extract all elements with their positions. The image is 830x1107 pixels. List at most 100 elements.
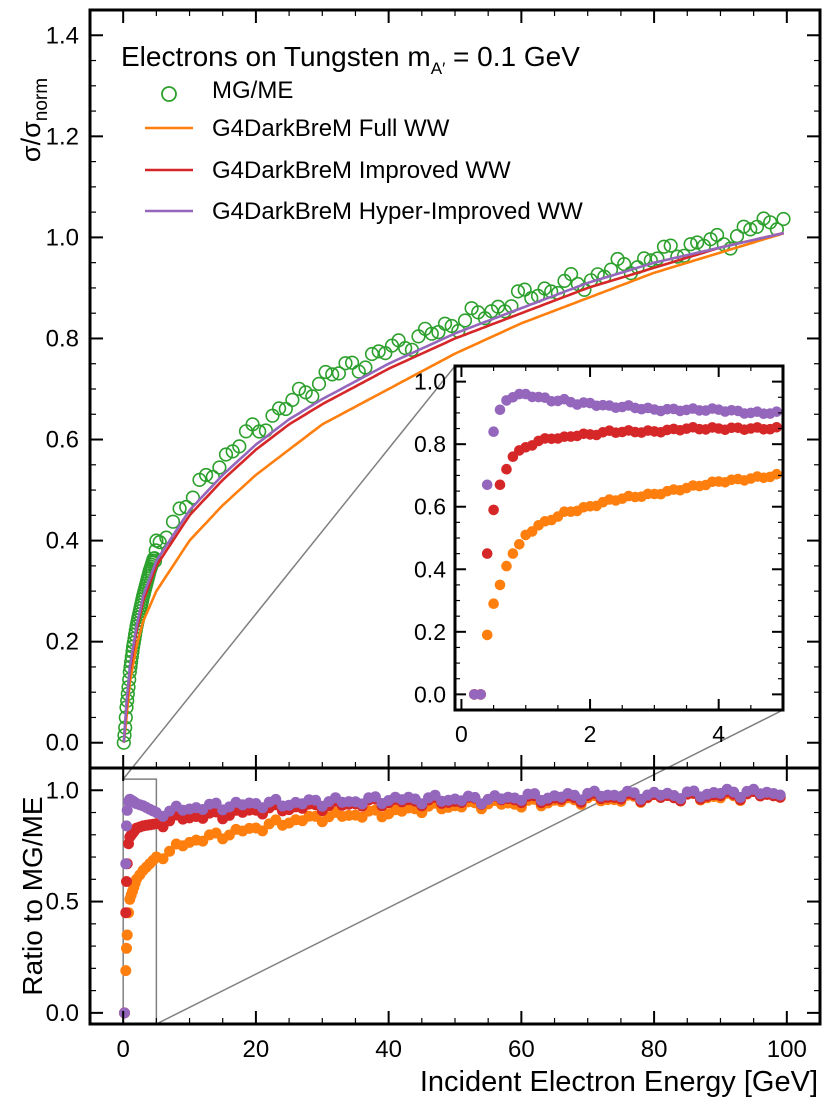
inset-point <box>481 548 493 559</box>
inset-ytick-label: 0.4 <box>414 556 446 582</box>
ratio-point <box>120 965 132 977</box>
ratio-xtick-label: 0 <box>117 1036 130 1063</box>
mgme-point <box>172 501 187 516</box>
mgme-point <box>729 229 745 244</box>
mgme-point <box>318 364 333 380</box>
mgme-point <box>232 439 247 454</box>
zoom-connector <box>122 365 456 780</box>
ratio-xlabel: Incident Electron Energy [GeV] <box>420 1066 818 1098</box>
ratio-xtick-label: 20 <box>243 1036 270 1063</box>
ratio-point <box>257 825 268 837</box>
inset-point <box>488 426 499 438</box>
legend-label: G4DarkBreM Improved WW <box>212 157 511 184</box>
mgme-point <box>617 257 632 272</box>
mgme-point <box>345 355 360 370</box>
inset-point <box>488 504 499 516</box>
mgme-point <box>285 392 300 408</box>
mgme-point <box>338 356 353 371</box>
inset-background <box>455 366 783 710</box>
mgme-point <box>398 341 413 356</box>
curve-g-darkbrem-full-ww <box>122 232 785 743</box>
inset-point <box>507 548 519 559</box>
mgme-point <box>776 211 791 227</box>
mgme-point <box>663 238 678 253</box>
mgme-point <box>185 490 200 505</box>
inset-ytick-label: 0.8 <box>414 431 446 457</box>
legend-label: G4DarkBreM Hyper-Improved WW <box>212 198 583 225</box>
inset-point <box>481 629 493 641</box>
ratio-point <box>369 791 381 803</box>
main-ytick-label: 0.4 <box>46 528 79 555</box>
mgme-point <box>457 313 473 328</box>
mgme-point <box>690 235 705 250</box>
mgme-point <box>218 447 234 462</box>
ratio-ytick-label: 0.0 <box>46 1000 79 1027</box>
main-ytick-label: 1.0 <box>46 224 79 251</box>
ratio-ytick-label: 1.0 <box>46 777 79 804</box>
mgme-point <box>291 381 307 396</box>
ratio-point <box>164 845 176 857</box>
inset-ytick-label: 1.0 <box>414 369 446 395</box>
ratio-point <box>120 858 132 870</box>
ratio-ytick-label: 0.5 <box>46 889 79 916</box>
main-ylabel: σ/σnorm <box>16 78 52 162</box>
figure-title: Electrons on Tungsten mA′ = 0.1 GeV <box>121 41 580 78</box>
main-ytick-label: 1.4 <box>46 22 79 49</box>
inset-point <box>501 463 512 475</box>
ratio-xtick-label: 40 <box>375 1036 402 1063</box>
ratio-point <box>270 793 282 805</box>
mgme-point <box>656 239 672 254</box>
inset-point <box>494 404 506 416</box>
ratio-ylabel: Ratio to MG/ME <box>17 796 48 995</box>
mgme-point <box>537 281 552 296</box>
mgme-point <box>165 514 181 529</box>
mgme-point <box>265 408 280 423</box>
ratio-point <box>774 789 786 801</box>
ratio-point <box>121 942 132 954</box>
inset-xtick-label: 0 <box>455 721 468 747</box>
mgme-point <box>563 267 579 282</box>
main-ytick-label: 1.2 <box>46 123 79 150</box>
mgme-point <box>199 467 214 483</box>
inset-ytick-label: 0.2 <box>414 619 446 645</box>
inset-xtick-label: 2 <box>584 721 597 747</box>
inset-point <box>481 479 493 491</box>
inset-ytick-label: 0.6 <box>414 494 446 520</box>
mgme-point <box>358 360 373 375</box>
mgme-point <box>709 227 725 243</box>
mgme-point <box>510 284 526 299</box>
legend-label: MG/ME <box>212 77 293 104</box>
inset-point <box>488 598 499 609</box>
mgme-point <box>437 316 453 331</box>
legend-marker-mgme <box>161 86 177 102</box>
inset-point <box>494 579 506 591</box>
ratio-point <box>121 876 132 887</box>
mgme-point <box>743 222 758 237</box>
mgme-point <box>643 253 658 268</box>
ratio-point <box>157 853 169 865</box>
main-ytick-label: 0.0 <box>46 730 79 757</box>
figure-text: Electrons on Tungsten mA′ = 0.1 GeV <box>121 41 580 78</box>
mgme-point <box>305 389 320 404</box>
legend-label: G4DarkBreM Full WW <box>212 115 450 142</box>
mgme-point <box>331 366 347 381</box>
main-plot: 0.0 0.2 0.4 0.6 0.8 1.0 1.2 1.4 σ/σnorm MG/ME G4Da… <box>16 8 822 770</box>
ratio-point <box>121 929 133 941</box>
inset-point <box>771 422 782 433</box>
ratio-point <box>529 788 541 800</box>
curve-g-darkbrem-hyper-improved-ww <box>122 231 785 743</box>
ratio-plot: 0.0 0.5 1.0 0 20 40 60 80 100 Incident Electron E… <box>17 766 822 1098</box>
mgme-point <box>252 424 267 439</box>
inset-plot: 0.0 0.2 0.4 0.6 0.8 1.0 0 2 4 <box>414 364 785 747</box>
ratio-point <box>675 793 687 805</box>
ratio-point <box>119 1007 130 1019</box>
mgme-point <box>650 251 665 266</box>
mgme-point <box>325 367 340 382</box>
mgme-point <box>424 326 439 341</box>
ratio-xtick-label: 60 <box>508 1036 535 1063</box>
ratio-point <box>120 907 132 919</box>
mgme-point <box>683 237 698 252</box>
inset-point <box>475 689 487 700</box>
mgme-point <box>411 329 426 344</box>
zoom-connector <box>156 709 784 1025</box>
